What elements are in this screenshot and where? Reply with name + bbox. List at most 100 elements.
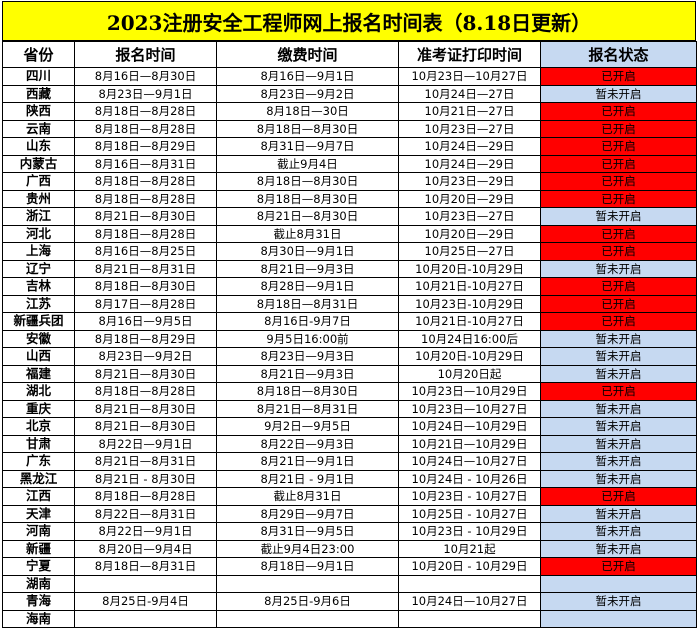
admission-print-cell: 10月24日—29日 (398, 137, 541, 156)
province-cell: 新疆兵团 (2, 312, 75, 331)
province-cell: 江西 (2, 487, 75, 506)
payment-time-cell: 8月28日—9月1日 (216, 277, 399, 296)
table-row: 河北 8月18日—8月28日 截止8月31日 10月20日—29日 已开启 (2, 224, 697, 243)
table-row: 云南 8月18日—8月28日 8月18日—8月30日 10月23日—27日 已开启 (2, 119, 697, 138)
status-cell: 暂未开启 (540, 329, 697, 348)
registration-time-cell (74, 574, 217, 593)
status-cell: 暂未开启 (540, 522, 697, 541)
payment-time-cell: 8月18日—8月31日 (216, 294, 399, 313)
province-cell: 浙江 (2, 207, 75, 226)
admission-print-cell: 10月20日 - 10月29日 (398, 557, 541, 576)
province-cell: 云南 (2, 119, 75, 138)
payment-time-cell: 8月22日—9月3日 (216, 434, 399, 453)
registration-time-cell: 8月22日—8月31日 (74, 504, 217, 523)
province-cell: 黑龙江 (2, 469, 75, 488)
status-cell: 暂未开启 (540, 539, 697, 558)
payment-time-cell: 截止8月31日 (216, 487, 399, 506)
payment-time-cell: 8月23日—9月2日 (216, 84, 399, 103)
payment-time-cell: 8月21日—9月3日 (216, 364, 399, 383)
status-cell: 已开启 (540, 189, 697, 208)
header-registration-time: 报名时间 (74, 41, 217, 68)
registration-time-cell: 8月18日—8月29日 (74, 137, 217, 156)
table-row: 重庆 8月21日—8月30日 8月21日—8月31日 10月23日—10月27日 暂未开… (2, 399, 697, 418)
admission-print-cell: 10月23日—10月29日 (398, 382, 541, 401)
table-row: 浙江 8月21日—8月30日 8月21日—8月30日 10月23日—27日 暂未开启 (2, 207, 697, 226)
status-cell: 暂未开启 (540, 347, 697, 366)
province-cell: 重庆 (2, 399, 75, 418)
table-row: 西藏 8月23日—9月1日 8月23日—9月2日 10月24日—27日 暂未开启 (2, 84, 697, 103)
payment-time-cell (216, 609, 399, 628)
table-row: 吉林 8月18日—8月30日 8月28日—9月1日 10月21日-10月27日 已开启 (2, 277, 697, 296)
header-admission-print-time: 准考证打印时间 (398, 41, 541, 68)
payment-time-cell: 8月18日—9月1日 (216, 557, 399, 576)
province-cell: 湖南 (2, 574, 75, 593)
payment-time-cell: 8月16日-9月7日 (216, 312, 399, 331)
registration-time-cell: 8月16日—8月31日 (74, 154, 217, 173)
admission-print-cell: 10月24日—10月27日 (398, 592, 541, 611)
registration-time-cell: 8月18日—8月28日 (74, 189, 217, 208)
admission-print-cell (398, 609, 541, 628)
admission-print-cell: 10月23日—27日 (398, 207, 541, 226)
status-cell: 已开启 (540, 67, 697, 86)
payment-time-cell: 截止8月31日 (216, 224, 399, 243)
payment-time-cell: 8月21日—8月31日 (216, 399, 399, 418)
admission-print-cell: 10月23日 - 10月27日 (398, 487, 541, 506)
registration-time-cell: 8月18日—8月28日 (74, 102, 217, 121)
province-cell: 陕西 (2, 102, 75, 121)
status-cell: 已开启 (540, 277, 697, 296)
status-cell: 已开启 (540, 102, 697, 121)
admission-print-cell: 10月24日—29日 (398, 154, 541, 173)
province-cell: 安徽 (2, 329, 75, 348)
table-row: 江西 8月18日—8月28日 截止8月31日 10月23日 - 10月27日 已开启 (2, 487, 697, 506)
province-cell: 山东 (2, 137, 75, 156)
registration-time-cell: 8月18日—8月28日 (74, 382, 217, 401)
status-cell: 暂未开启 (540, 84, 697, 103)
admission-print-cell: 10月20日-10月29日 (398, 259, 541, 278)
table-row: 四川 8月16日—8月30日 8月16日—9月1日 10月23日—10月27日 已开启 (2, 67, 697, 86)
province-cell: 广西 (2, 172, 75, 191)
table-row: 山西 8月23日—9月2日 8月23日—9月3日 10月20日-10月29日 暂未开启 (2, 347, 697, 366)
status-cell: 已开启 (540, 172, 697, 191)
province-cell: 西藏 (2, 84, 75, 103)
registration-time-cell: 8月23日—9月2日 (74, 347, 217, 366)
province-cell: 海南 (2, 609, 75, 628)
payment-time-cell: 8月29日—9月7日 (216, 504, 399, 523)
header-row: 省份 报名时间 缴费时间 准考证打印时间 报名状态 (2, 41, 697, 68)
admission-print-cell: 10月21日—27日 (398, 102, 541, 121)
registration-time-cell: 8月21日—8月30日 (74, 417, 217, 436)
payment-time-cell: 8月16日—9月1日 (216, 67, 399, 86)
payment-time-cell: 8月30日—9月1日 (216, 242, 399, 261)
payment-time-cell: 8月21日 - 9月1日 (216, 469, 399, 488)
registration-time-cell: 8月18日—8月31日 (74, 557, 217, 576)
table-row: 黑龙江 8月21日 - 8月30日 8月21日 - 9月1日 10月24日 - 10月… (2, 469, 697, 488)
admission-print-cell: 10月21起 (398, 539, 541, 558)
province-cell: 新疆 (2, 539, 75, 558)
table-row: 新疆 8月20日—9月4日 截止9月4日23:00 10月21起 暂未开启 (2, 539, 697, 558)
province-cell: 辽宁 (2, 259, 75, 278)
payment-time-cell (216, 574, 399, 593)
registration-time-cell: 8月16日—9月5日 (74, 312, 217, 331)
province-cell: 甘肃 (2, 434, 75, 453)
payment-time-cell: 9月2日—9月5日 (216, 417, 399, 436)
province-cell: 青海 (2, 592, 75, 611)
admission-print-cell: 10月24日 - 10月26日 (398, 469, 541, 488)
registration-time-cell: 8月16日—8月25日 (74, 242, 217, 261)
status-cell (540, 574, 697, 593)
registration-time-cell: 8月23日—9月1日 (74, 84, 217, 103)
admission-print-cell: 10月24日—10月29日 (398, 417, 541, 436)
province-cell: 天津 (2, 504, 75, 523)
table-row: 宁夏 8月18日—8月31日 8月18日—9月1日 10月20日 - 10月29日 已开… (2, 557, 697, 576)
status-cell: 暂未开启 (540, 417, 697, 436)
registration-time-cell: 8月25日-9月4日 (74, 592, 217, 611)
province-cell: 广东 (2, 452, 75, 471)
table-row: 广东 8月21日—8月31日 8月21日—9月1日 10月24日—10月27日 暂未开启 (2, 452, 697, 471)
admission-print-cell (398, 574, 541, 593)
payment-time-cell: 截止9月4日 (216, 154, 399, 173)
registration-time-cell (74, 609, 217, 628)
registration-time-cell: 8月21日 - 8月30日 (74, 469, 217, 488)
payment-time-cell: 8月21日—9月3日 (216, 259, 399, 278)
status-cell: 已开启 (540, 557, 697, 576)
province-cell: 山西 (2, 347, 75, 366)
table-row: 山东 8月18日—8月29日 8月31日—9月7日 10月24日—29日 已开启 (2, 137, 697, 156)
table-row: 辽宁 8月21日—8月31日 8月21日—9月3日 10月20日-10月29日 暂未开启 (2, 259, 697, 278)
